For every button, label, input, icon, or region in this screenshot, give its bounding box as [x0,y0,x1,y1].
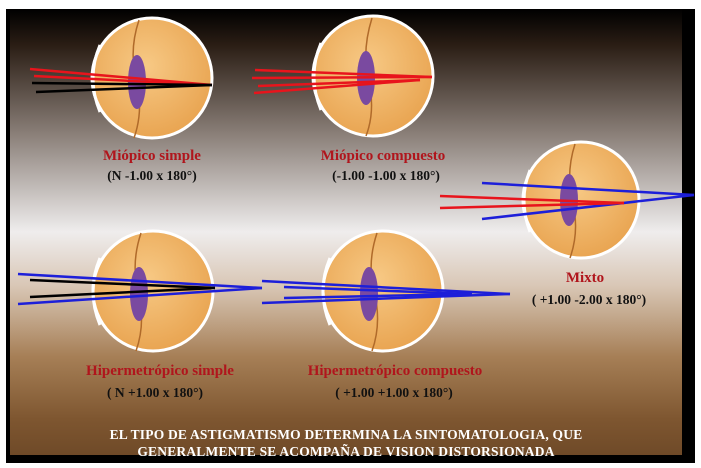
footer-line-1: EL TIPO DE ASTIGMATISMO DETERMINA LA SIN… [109,427,583,442]
label-myopic-compound-name: Miópico compuesto [320,148,446,164]
ray-red [439,201,625,210]
eyeball-shape [90,16,214,140]
label-hyperopic-simple-name: Hipermetrópico simple [86,363,234,379]
lens-shape [360,267,378,321]
label-myopic-simple-formula: (N -1.00 x 180°) [107,168,197,183]
label-myopic-compound-formula: (-1.00 -1.00 x 180°) [332,168,440,183]
footer-line-2: GENERALMENTE SE ACOMPAÑA DE VISION DISTO… [137,444,555,459]
label-hyperopic-compound-name: Hipermetrópico compuesto [307,363,483,379]
label-hyperopic-simple-formula: ( N +1.00 x 180°) [107,385,203,400]
eye-myopic-simple [29,16,214,140]
ray-blue [17,286,263,306]
cornea-shape [312,42,323,111]
label-hyperopic-compound-formula: ( +1.00 +1.00 x 180°) [335,385,453,400]
ray-blue [283,285,473,296]
ray-black [31,81,213,87]
cornea-shape [522,169,532,233]
ray-black [29,278,216,290]
ray-black [29,286,216,299]
eye-hyperopic-compound [261,229,511,353]
ray-red [439,194,625,205]
ray-red [253,78,421,95]
ray-red [251,75,433,80]
ray-blue [17,272,263,290]
ray-blue [481,193,695,221]
ray-blue [481,181,695,197]
ray-red [254,68,433,79]
label-myopic-simple-name: Miópico simple [103,148,201,164]
ray-blue [261,292,511,305]
eye-mixed [439,140,695,260]
cornea-shape [91,257,102,326]
cornea-shape [321,257,332,326]
ray-black [35,83,213,94]
eye-myopic-compound [251,14,435,138]
ray-blue [261,279,511,296]
eye-hyperopic-simple [17,229,263,353]
lens-shape [130,267,148,321]
label-mixed-formula: ( +1.00 -2.00 x 180°) [531,292,647,307]
label-mixed-name: Mixto [565,270,605,286]
ray-blue [283,292,473,300]
